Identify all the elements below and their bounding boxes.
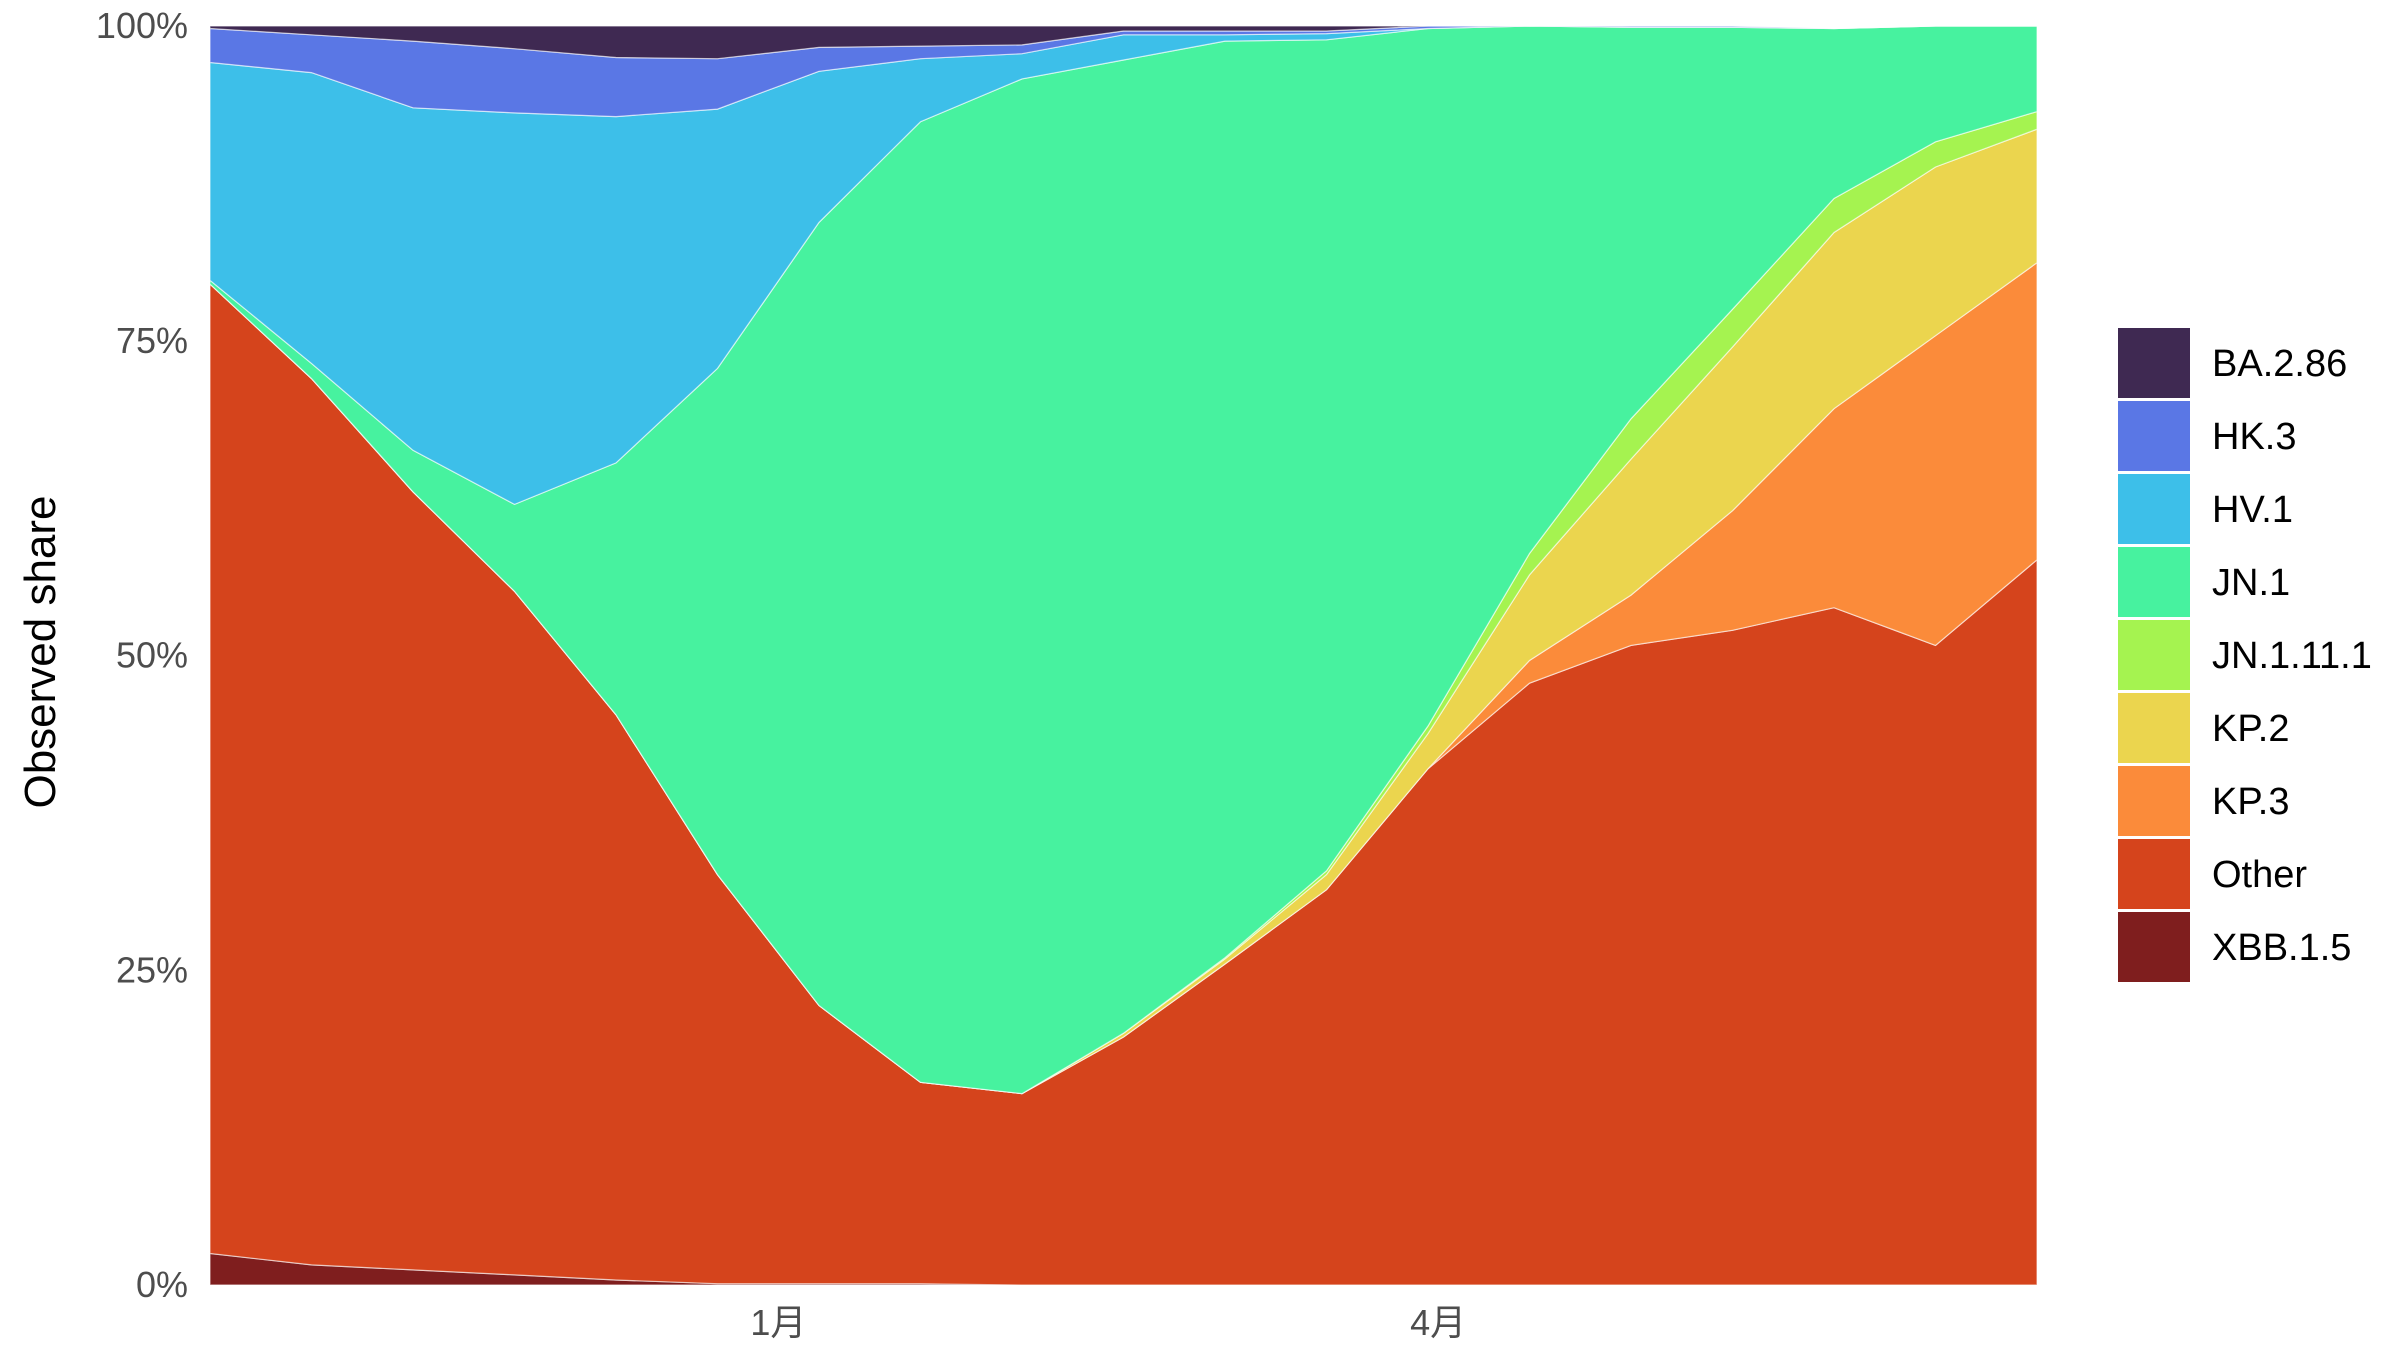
y-tick-label: 0% bbox=[136, 1264, 188, 1305]
legend-swatch bbox=[2118, 620, 2190, 690]
y-axis: 0% 25% 50% 75% 100% bbox=[96, 5, 188, 1305]
y-tick-label: 75% bbox=[116, 320, 188, 361]
legend-item-other: Other bbox=[2118, 839, 2307, 909]
legend-swatch bbox=[2118, 693, 2190, 763]
x-tick-label: 1月 bbox=[750, 1302, 806, 1343]
legend-swatch bbox=[2118, 474, 2190, 544]
legend-label: BA.2.86 bbox=[2212, 343, 2347, 385]
legend-label: HV.1 bbox=[2212, 489, 2293, 531]
legend-label: XBB.1.5 bbox=[2212, 927, 2351, 969]
legend-swatch bbox=[2118, 547, 2190, 617]
legend-label: JN.1 bbox=[2212, 562, 2290, 604]
x-axis: 1月 4月 bbox=[750, 1302, 1466, 1343]
legend-swatch bbox=[2118, 401, 2190, 471]
legend-label: Other bbox=[2212, 854, 2307, 896]
legend-item-ba-2-86: BA.2.86 bbox=[2118, 328, 2347, 398]
series-areas bbox=[209, 25, 2038, 1286]
y-axis-title: Observed share bbox=[16, 495, 65, 808]
legend-label: KP.2 bbox=[2212, 708, 2289, 750]
legend-label: HK.3 bbox=[2212, 416, 2296, 458]
x-tick-label: 4月 bbox=[1410, 1302, 1466, 1343]
y-tick-label: 100% bbox=[96, 5, 188, 46]
legend-item-kp-2: KP.2 bbox=[2118, 693, 2289, 763]
legend-swatch bbox=[2118, 328, 2190, 398]
legend-swatch bbox=[2118, 912, 2190, 982]
area-ba-2-86 bbox=[209, 25, 2037, 60]
legend-swatch bbox=[2118, 766, 2190, 836]
legend-swatch bbox=[2118, 839, 2190, 909]
legend-item-kp-3: KP.3 bbox=[2118, 766, 2289, 836]
legend-item-jn-1: JN.1 bbox=[2118, 547, 2290, 617]
legend-item-hv-1: HV.1 bbox=[2118, 474, 2293, 544]
legend-item-jn-1-11-1: JN.1.11.1 bbox=[2118, 620, 2372, 690]
legend: BA.2.86 HK.3 HV.1 JN.1 JN.1.11.1 KP.2 KP.3 Othe… bbox=[2118, 328, 2372, 982]
legend-item-xbb-1-5: XBB.1.5 bbox=[2118, 912, 2351, 982]
legend-item-hk-3: HK.3 bbox=[2118, 401, 2296, 471]
y-tick-label: 50% bbox=[116, 635, 188, 676]
legend-label: JN.1.11.1 bbox=[2212, 635, 2372, 677]
legend-label: KP.3 bbox=[2212, 781, 2289, 823]
y-tick-label: 25% bbox=[116, 949, 188, 990]
